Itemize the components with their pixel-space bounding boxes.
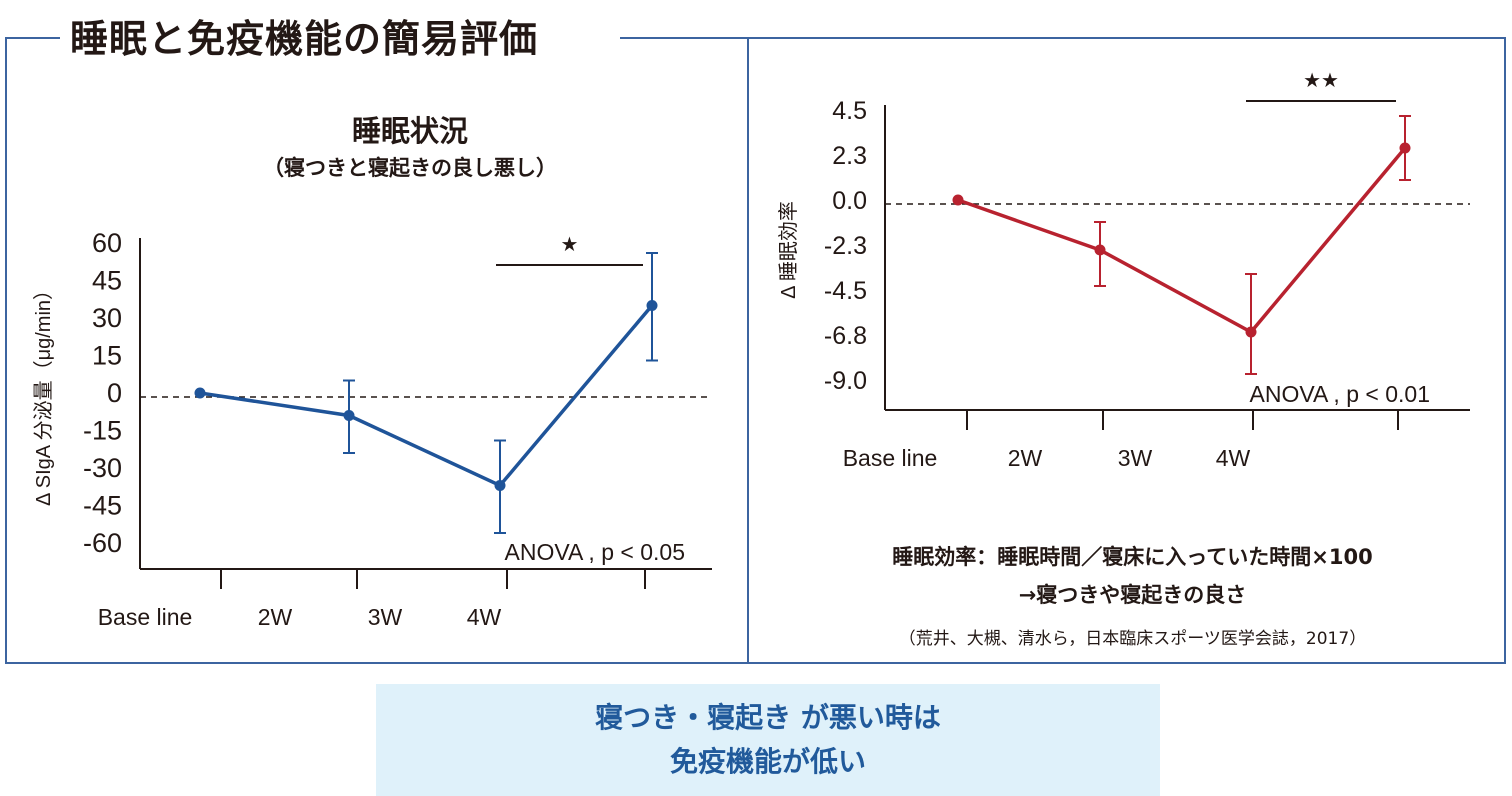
series-line [199, 304, 654, 488]
y-tick-label: -45 [83, 491, 122, 521]
anova-annotation: ANOVA , p < 0.01 [1250, 381, 1431, 407]
frame-right [1504, 37, 1506, 664]
data-point [646, 300, 658, 311]
y-tick-label: -9.0 [824, 367, 867, 395]
left-chart-subtitle: （寝つきと寝起きの良し悪し） [263, 156, 557, 180]
y-tick-label: 0 [107, 378, 122, 408]
y-tick-label: -2.3 [824, 232, 867, 260]
frame-divider [747, 37, 749, 664]
x-tick-label: 2W [258, 604, 293, 630]
frame-bottom [5, 662, 1506, 664]
conclusion-box: 寝つき・寝起き が悪い時は 免疫機能が低い [376, 684, 1160, 796]
x-tick-label: 3W [368, 604, 403, 630]
y-tick-label: -30 [83, 453, 122, 483]
significance-marker: ★★ [1303, 70, 1339, 92]
data-point [1245, 326, 1257, 338]
frame-top-left [5, 37, 60, 39]
x-tick-label: 3W [1118, 445, 1153, 471]
citation: （荒井、大槻、清水ら，日本臨床スポーツ医学会誌，2017） [898, 629, 1367, 649]
y-tick-label: 15 [92, 341, 122, 371]
x-tick-label: 2W [1008, 445, 1043, 471]
y-tick-label: 60 [92, 228, 122, 258]
conclusion-line-1: 寝つき・寝起き が悪い時は [595, 701, 941, 734]
x-tick-label: 4W [467, 604, 502, 630]
definition-line-2: →寝つきや寝起きの良さ [1018, 583, 1247, 607]
y-tick-label: 0.0 [832, 187, 867, 215]
x-tick-label: Base line [98, 604, 193, 630]
frame-top-mid [620, 37, 1505, 39]
y-tick-label: 45 [92, 266, 122, 296]
y-tick-label: -4.5 [824, 277, 867, 305]
data-point [494, 480, 506, 491]
data-point [343, 410, 355, 421]
y-tick-label: -15 [83, 416, 122, 446]
y-tick-label: 2.3 [832, 142, 867, 170]
sleep-efficiency-definition: 睡眠効率：睡眠時間／寝床に入っていた時間×100 →寝つきや寝起きの良さ [760, 538, 1505, 614]
data-point [1094, 244, 1106, 256]
significance-marker: ★ [561, 234, 579, 256]
data-point [194, 387, 206, 399]
data-point [1399, 142, 1411, 154]
y-tick-label: -60 [83, 528, 122, 558]
y-axis-label: Δ SIgA 分泌量（μg/min） [32, 280, 55, 506]
page-title: 睡眠と免疫機能の簡易評価 [70, 17, 539, 61]
x-tick-label: 4W [1216, 445, 1251, 471]
left-chart-title: 睡眠状況 [351, 114, 468, 148]
y-tick-label: 4.5 [832, 97, 867, 125]
frame-left [5, 37, 7, 664]
y-tick-label: -6.8 [824, 322, 867, 350]
y-tick-label: 30 [92, 303, 122, 333]
x-tick-label: Base line [843, 445, 938, 471]
data-point [952, 194, 964, 206]
y-axis-label: Δ 睡眠効率 [777, 201, 800, 299]
definition-line-1: 睡眠効率：睡眠時間／寝床に入っていた時間×100 [892, 545, 1373, 569]
anova-annotation: ANOVA , p < 0.05 [505, 539, 686, 565]
series-line [957, 146, 1407, 335]
conclusion-line-2: 免疫機能が低い [669, 745, 866, 778]
